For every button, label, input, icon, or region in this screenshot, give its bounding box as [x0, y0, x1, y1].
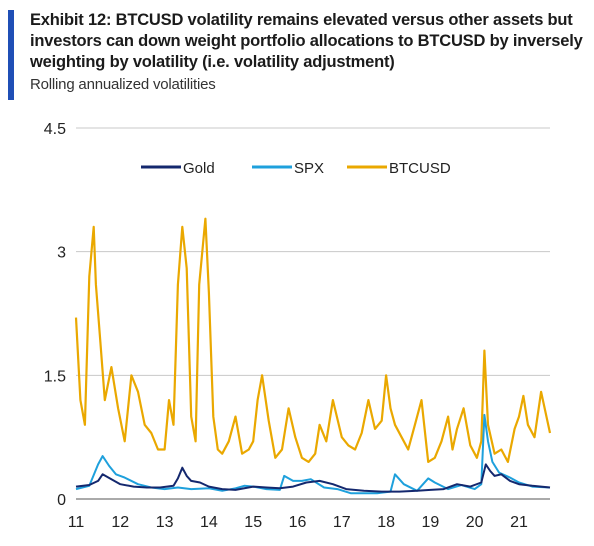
legend: Gold SPX BTCUSD: [141, 160, 451, 177]
y-tick-label: 1.5: [44, 368, 66, 385]
x-tick-label: 14: [200, 514, 218, 531]
x-tick-label: 12: [111, 514, 129, 531]
grid-lines: [76, 127, 550, 376]
series-lines: [74, 217, 552, 495]
x-tick-label: 19: [421, 514, 439, 531]
x-tick-label: 11: [68, 514, 85, 531]
chart-title: Exhibit 12: BTCUSD volatility remains el…: [30, 11, 583, 71]
x-tick-label: 13: [156, 514, 174, 531]
series-line-gold: [75, 463, 551, 493]
legend-label-gold: Gold: [183, 160, 215, 177]
y-axis: 0 1.5 3 4.5: [44, 121, 66, 509]
legend-label-btcusd: BTCUSD: [389, 160, 451, 177]
y-tick-label: 0: [57, 492, 66, 509]
y-tick-label: 4.5: [44, 121, 66, 138]
y-tick-label: 3: [57, 245, 66, 262]
series-line-btcusd: [74, 217, 552, 463]
title-accent-bar: [8, 10, 14, 100]
x-tick-label: 17: [333, 514, 351, 531]
x-tick-label: 16: [289, 514, 307, 531]
series-line-spx: [75, 413, 551, 495]
x-tick-label: 15: [244, 514, 262, 531]
x-tick-label: 21: [510, 514, 528, 531]
legend-label-spx: SPX: [294, 160, 324, 177]
x-tick-label: 18: [377, 514, 395, 531]
x-axis: 11 12 13 14 15 16 17 18 19 20 21: [68, 498, 550, 531]
x-tick-label: 20: [466, 514, 484, 531]
chart-subtitle: Rolling annualized volatilities: [30, 76, 216, 93]
